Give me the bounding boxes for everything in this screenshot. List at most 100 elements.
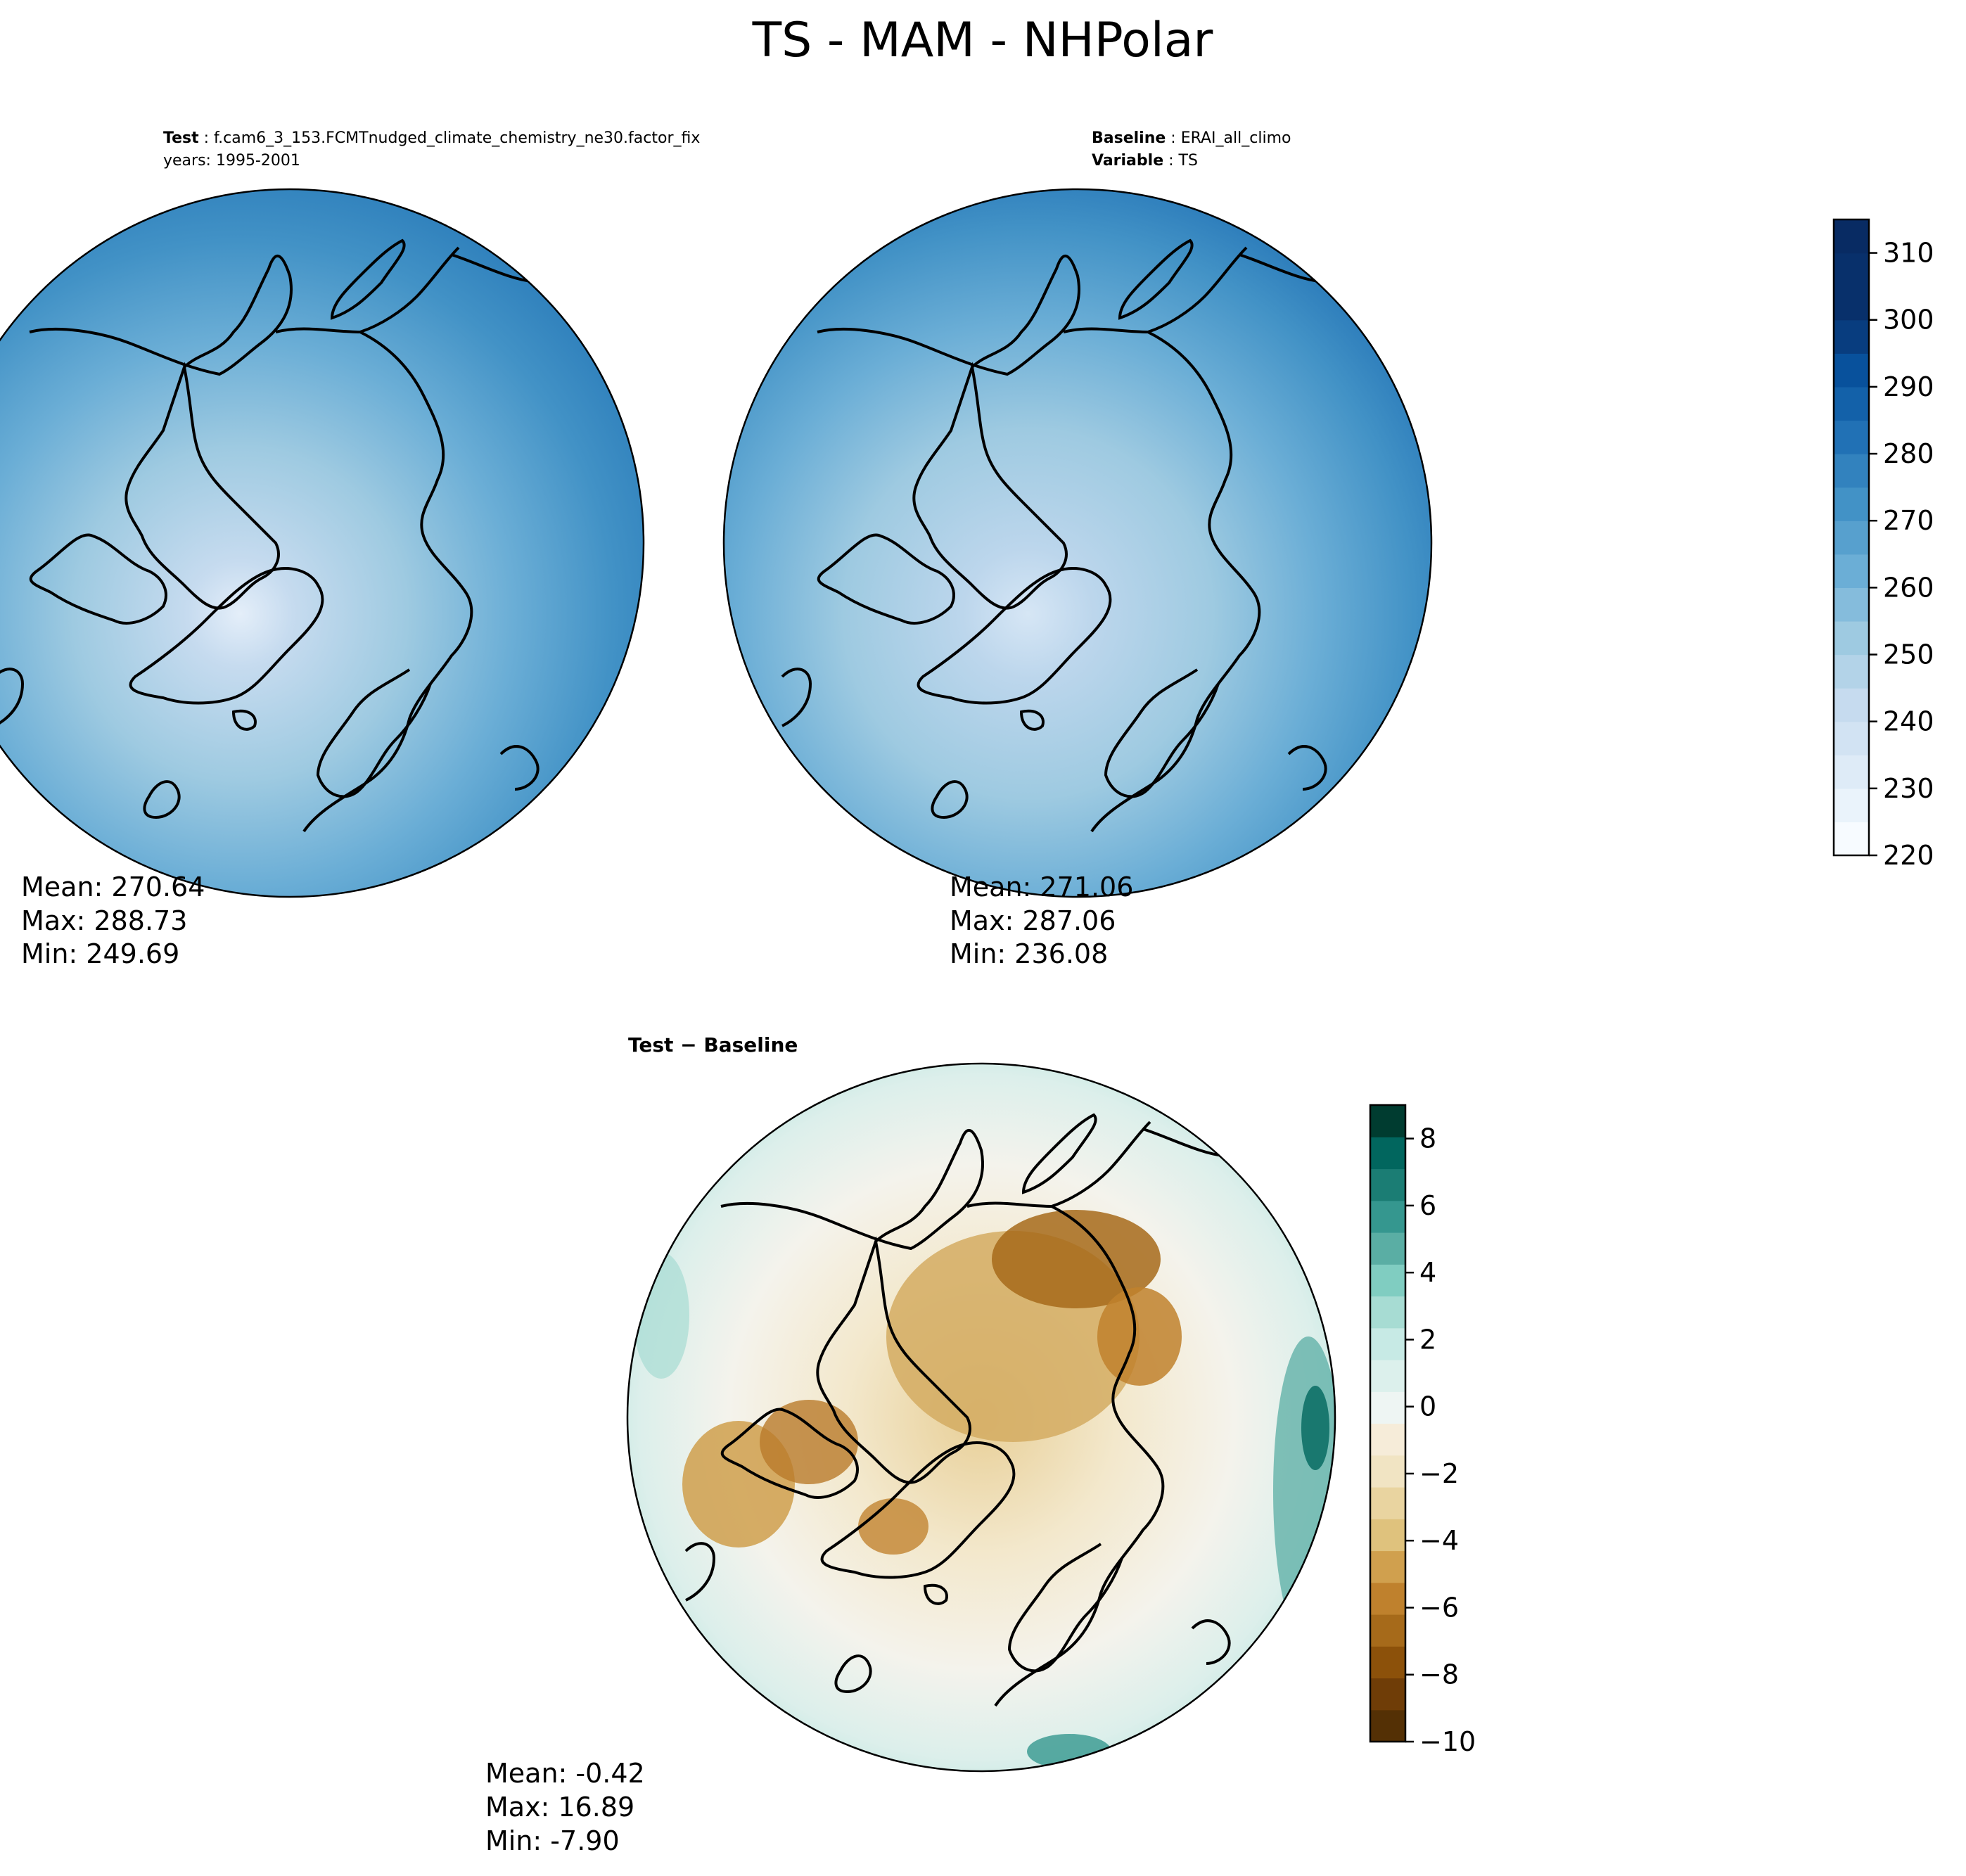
difference-colorbar-segment (1370, 1137, 1405, 1170)
test-header-sep: : (199, 129, 214, 147)
figure-title: TS - MAM - NHPolar (752, 13, 1213, 68)
difference-anomaly-siberia (992, 1210, 1161, 1308)
absolute-colorbar-frame (1832, 218, 1870, 857)
baseline-map-border (722, 188, 1433, 898)
baseline-stat-mean: Mean: 271.06 (950, 872, 1133, 902)
test-map (0, 188, 645, 898)
test-map-border (0, 188, 645, 898)
baseline-header-sep: : (1166, 129, 1180, 147)
absolute-colorbar-segment (1834, 721, 1869, 755)
absolute-colorbar-tick-label: 240 (1883, 706, 1934, 737)
test-panel: Test : f.cam6_3_153.FCMTnudged_climate_c… (0, 129, 700, 969)
difference-colorbar-segment (1370, 1519, 1405, 1552)
baseline-variable-sep: : (1163, 152, 1178, 170)
difference-colorbar-segment (1370, 1614, 1405, 1647)
absolute-colorbar-tick-label: 250 (1883, 639, 1934, 670)
difference-colorbar-segment (1370, 1582, 1405, 1615)
difference-colorbar-segment (1370, 1105, 1405, 1137)
difference-colorbar-tick-label: −6 (1419, 1592, 1459, 1623)
absolute-colorbar-segment (1834, 487, 1869, 521)
baseline-stat-max: Max: 287.06 (950, 905, 1116, 936)
difference-colorbar-segment (1370, 1678, 1405, 1711)
absolute-colorbar-segment (1834, 755, 1869, 789)
absolute-colorbar-tick-label: 270 (1883, 505, 1934, 536)
absolute-colorbar-tick-label: 310 (1883, 238, 1934, 269)
baseline-map-field (724, 189, 1431, 897)
difference-colorbar-segment (1370, 1455, 1405, 1488)
difference-colorbar-tick-label: 0 (1419, 1391, 1436, 1422)
test-stat-mean: Mean: 270.64 (21, 872, 205, 902)
absolute-colorbar-segment (1834, 253, 1869, 287)
baseline-stat-min: Min: 236.08 (950, 938, 1108, 969)
absolute-colorbar-segment (1834, 319, 1869, 354)
absolute-colorbar-tick-label: 300 (1883, 305, 1934, 336)
test-header-line2: years: 1995-2001 (163, 152, 300, 170)
absolute-colorbar-segment (1834, 688, 1869, 722)
difference-colorbar-segment (1370, 1232, 1405, 1265)
absolute-colorbar-tick-label: 220 (1883, 840, 1934, 871)
baseline-panel: Baseline : ERAI_all_climo Variable : TS … (722, 129, 1934, 969)
difference-anomaly-west (633, 1252, 689, 1379)
absolute-colorbar-segment (1834, 620, 1869, 656)
difference-colorbar-tick-label: 8 (1419, 1123, 1436, 1154)
difference-colorbar-segment (1370, 1168, 1405, 1201)
absolute-colorbar-segment (1834, 386, 1869, 421)
difference-colorbar-segment (1370, 1360, 1405, 1392)
baseline-header-line1: Baseline : ERAI_all_climo (1092, 129, 1291, 147)
difference-colorbar-tick-label: −8 (1419, 1659, 1459, 1690)
absolute-colorbar-segment (1834, 420, 1869, 454)
difference-colorbar-segment (1370, 1646, 1405, 1679)
absolute-colorbar-tick-label: 290 (1883, 371, 1934, 402)
absolute-colorbar-segment (1834, 521, 1869, 555)
test-header-label: Test (163, 129, 199, 147)
difference-colorbar-tick-label: −2 (1419, 1458, 1459, 1489)
difference-colorbar-tick-label: 2 (1419, 1324, 1436, 1355)
absolute-colorbar-segment (1834, 822, 1869, 856)
absolute-colorbar-segment (1834, 454, 1869, 488)
difference-colorbar-segment (1370, 1327, 1405, 1360)
difference-colorbar-tick-label: 4 (1419, 1257, 1436, 1288)
baseline-header-line2: Variable : TS (1092, 152, 1198, 170)
absolute-colorbar-tick-label: 230 (1883, 773, 1934, 804)
absolute-colorbar-segment (1834, 788, 1869, 823)
difference-panel: Test − Baseline Mean: -0.42 Max: 16 (485, 1033, 1476, 1856)
absolute-colorbar-segment (1834, 554, 1869, 588)
test-header-line1: Test : f.cam6_3_153.FCMTnudged_climate_c… (163, 129, 700, 147)
absolute-colorbar-tick-label: 260 (1883, 572, 1934, 603)
difference-anomaly-east-siberia (1097, 1287, 1182, 1386)
difference-colorbar-segment (1370, 1296, 1405, 1329)
test-stat-max: Max: 288.73 (21, 905, 187, 936)
difference-colorbar-segment (1370, 1550, 1405, 1583)
difference-colorbar-segment (1370, 1423, 1405, 1456)
baseline-header-label: Baseline (1092, 129, 1166, 147)
difference-colorbar-segment (1370, 1709, 1405, 1742)
difference-title: Test − Baseline (628, 1033, 798, 1057)
absolute-colorbar-segment (1834, 654, 1869, 689)
difference-colorbar: −10 −8 −6 −4 −2 0 2 4 6 8 (1369, 1104, 1476, 1757)
difference-colorbar-tick-label: −10 (1419, 1726, 1476, 1757)
absolute-colorbar-segment (1834, 353, 1869, 388)
test-stat-min: Min: 249.69 (21, 938, 179, 969)
baseline-header-value: ERAI_all_climo (1181, 129, 1291, 147)
test-map-field (0, 189, 644, 897)
absolute-colorbar-segment (1834, 219, 1869, 254)
baseline-variable-value: TS (1178, 152, 1198, 170)
difference-stat-min: Min: -7.90 (485, 1825, 620, 1856)
difference-anomaly-atlantic-core (1301, 1386, 1329, 1470)
difference-colorbar-tick-label: 6 (1419, 1190, 1436, 1221)
test-header-value: f.cam6_3_153.FCMTnudged_climate_chemistr… (214, 129, 700, 147)
absolute-colorbar-tick-label: 280 (1883, 438, 1934, 469)
difference-map-border (626, 1062, 1336, 1773)
difference-colorbar-segment (1370, 1200, 1405, 1233)
difference-colorbar-frame (1369, 1104, 1407, 1743)
difference-stat-mean: Mean: -0.42 (485, 1758, 645, 1789)
absolute-colorbar-segment (1834, 587, 1869, 622)
difference-colorbar-tick-label: −4 (1419, 1525, 1459, 1556)
difference-colorbar-segment (1370, 1487, 1405, 1519)
absolute-colorbar-segment (1834, 286, 1869, 321)
baseline-map (722, 188, 1433, 898)
difference-colorbar-segment (1370, 1264, 1405, 1297)
absolute-colorbar: 220 230 240 250 260 270 280 290 300 310 (1832, 218, 1934, 871)
difference-anomaly-archipelago (760, 1400, 858, 1484)
